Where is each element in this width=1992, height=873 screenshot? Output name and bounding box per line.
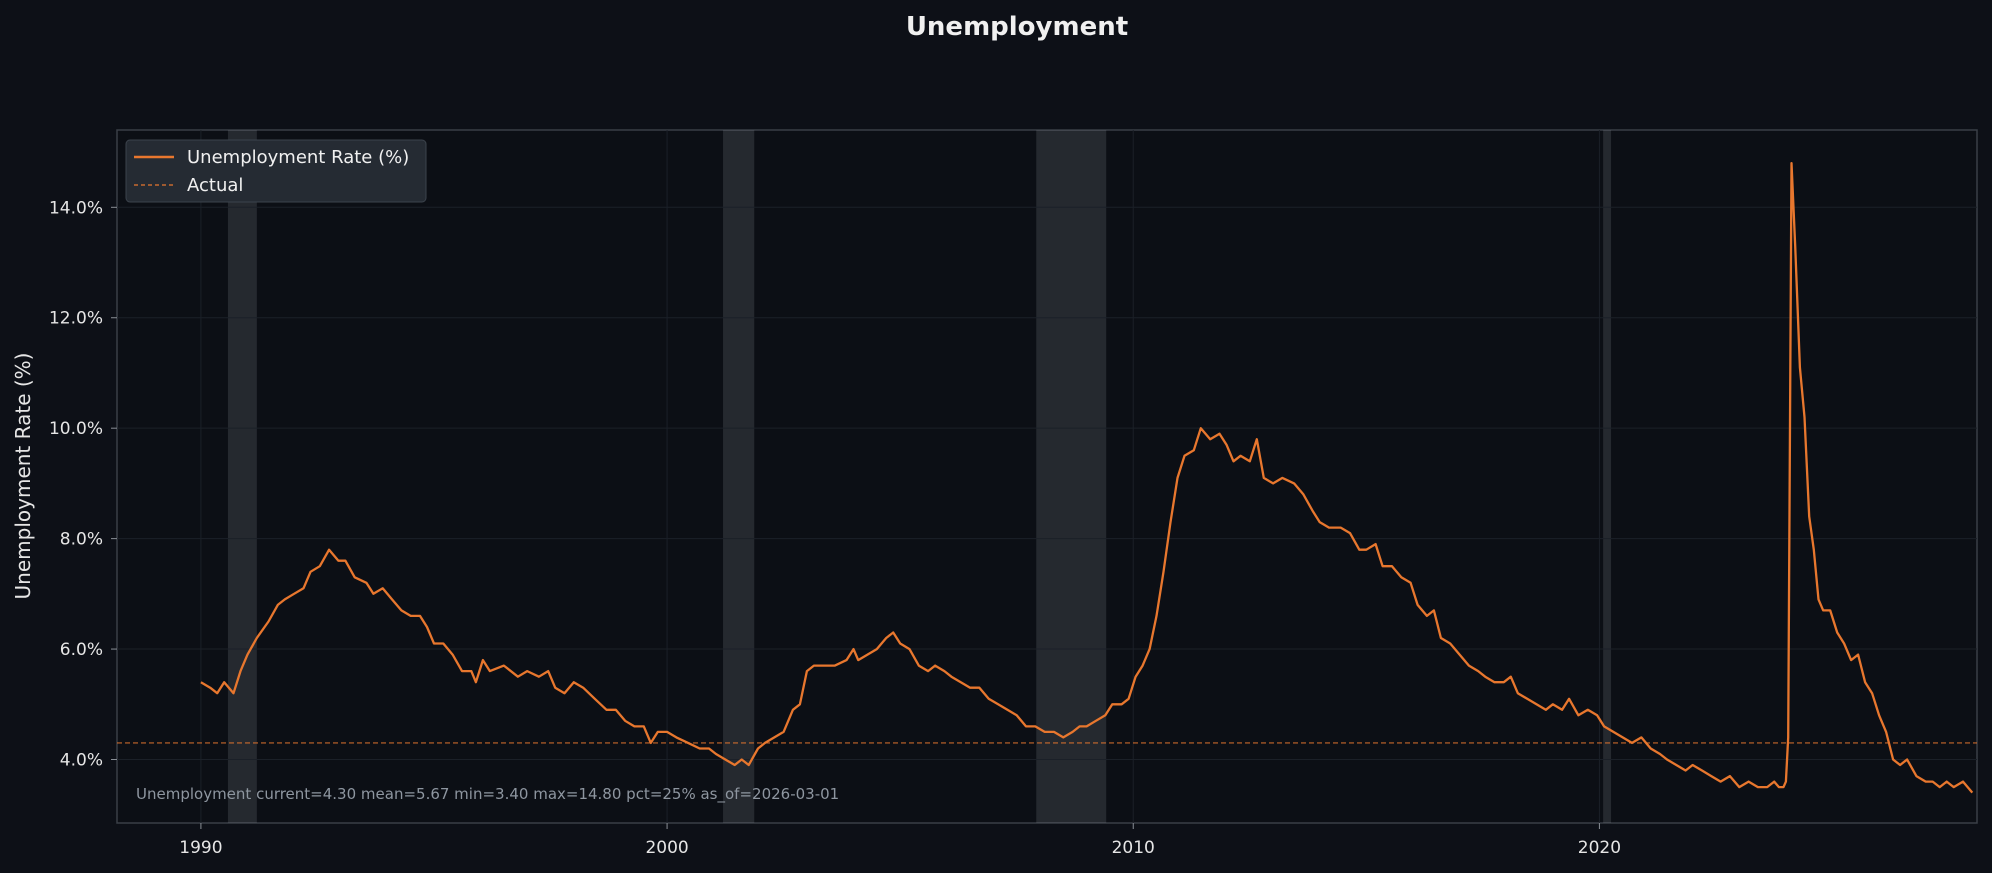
legend-label-actual: Actual [187,175,243,196]
chart-title: Unemployment [906,12,1128,42]
stats-annotation: Unemployment current=4.30 mean=5.67 min=… [136,785,839,804]
legend: Unemployment Rate (%) Actual [125,139,427,203]
y-tick-label-6: 6.0% [60,640,103,660]
y-tick-label-12: 12.0% [49,309,103,329]
x-tick-label-2000: 2000 [645,838,688,858]
y-tick-label-14: 14.0% [49,198,103,218]
x-tick-label-2010: 2010 [1112,838,1155,858]
y-tick-label-8: 8.0% [60,530,103,550]
recession-band-1 [227,130,257,823]
x-tick-label-2020: 2020 [1578,838,1621,858]
series-line-1 [200,161,1974,794]
y-axis-label: Unemployment Rate (%) [11,353,35,600]
legend-label-rate: Unemployment Rate (%) [187,147,409,168]
x-tick-label-1990: 1990 [179,838,222,858]
recession-band-3 [1036,130,1107,823]
y-tick-label-4: 4.0% [60,750,103,770]
recession-bands [227,130,1612,823]
plot-area [116,129,1978,824]
recession-band-2 [723,130,755,823]
axis-ticks: 1990 2000 2010 2020 4.0% 6.0% 8.0% 10.0% 12.0% 14… [49,198,1621,858]
recession-band-4 [1603,130,1612,823]
y-tick-label-10: 10.0% [49,419,103,439]
legend-box [125,139,427,203]
series-lines [200,161,1974,794]
